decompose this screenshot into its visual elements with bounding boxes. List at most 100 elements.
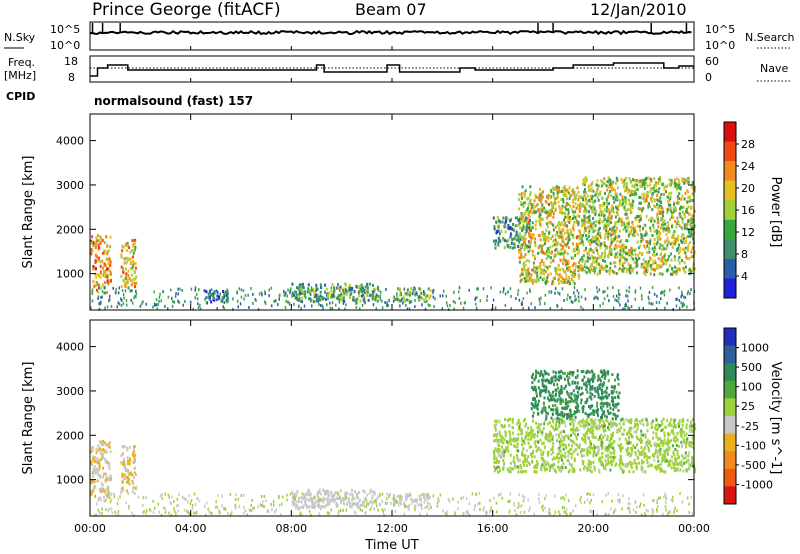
echo-cell	[423, 298, 426, 302]
echo-cell	[522, 205, 525, 208]
echo-cell	[97, 448, 100, 452]
echo-cell	[620, 443, 623, 446]
echo-cell	[604, 191, 606, 195]
echo-cell	[539, 222, 542, 226]
echo-cell	[618, 446, 621, 450]
echo-cell	[574, 210, 577, 214]
echo-cell	[302, 493, 305, 497]
echo-cell	[681, 424, 684, 427]
echo-cell	[592, 421, 595, 425]
echo-cell	[599, 210, 602, 214]
echo-cell	[522, 439, 525, 443]
echo-cell	[553, 383, 555, 387]
echo-cell	[583, 423, 586, 427]
echo-cell	[494, 246, 497, 250]
echo-cell	[651, 187, 654, 191]
echo-cell	[691, 185, 693, 189]
echo-cell	[307, 283, 310, 287]
echo-cell	[526, 197, 529, 201]
echo-cell	[674, 458, 677, 462]
echo-cell	[581, 437, 584, 441]
echo-cell	[631, 206, 634, 210]
echo-cell	[546, 215, 549, 219]
echo-cell	[619, 199, 622, 203]
echo-cell	[657, 437, 660, 441]
echo-cell	[625, 182, 628, 186]
echo-cell	[292, 293, 295, 297]
echo-cell	[341, 497, 344, 501]
echo-cell	[301, 291, 304, 295]
echo-cell	[539, 448, 542, 452]
echo-cell	[96, 461, 99, 465]
echo-cell	[545, 201, 548, 205]
echo-cell	[613, 452, 616, 456]
echo-cell	[523, 239, 526, 242]
echo-cell	[517, 292, 519, 296]
echo-cell	[408, 307, 411, 311]
echo-cell	[509, 226, 511, 230]
echo-cell	[220, 299, 223, 303]
echo-cell	[153, 302, 156, 306]
echo-cell	[345, 303, 347, 307]
echo-cell	[574, 442, 577, 446]
echo-cell	[693, 267, 696, 271]
echo-cell	[589, 220, 592, 224]
echo-cell	[475, 306, 478, 310]
echo-cell	[645, 443, 648, 447]
echo-cell	[509, 232, 512, 236]
echo-cell	[501, 445, 503, 449]
echo-cell	[610, 237, 613, 241]
echo-cell	[554, 422, 557, 426]
echo-cell	[624, 437, 627, 441]
echo-cell	[655, 428, 658, 432]
echo-cell	[614, 396, 617, 399]
echo-cell	[585, 385, 588, 389]
echo-cell	[603, 373, 606, 377]
echo-cell	[692, 425, 695, 429]
echo-cell	[337, 294, 340, 298]
echo-cell	[107, 445, 110, 449]
echo-cell	[613, 440, 616, 443]
echo-cell	[557, 460, 560, 464]
echo-cell	[153, 290, 155, 294]
echo-cell	[670, 424, 673, 428]
echo-cell	[537, 208, 540, 212]
echo-cell	[671, 245, 674, 249]
echo-cell	[666, 431, 669, 435]
echo-cell	[561, 207, 564, 211]
echo-cell	[549, 272, 552, 276]
echo-cell	[408, 301, 411, 305]
echo-cell	[573, 399, 576, 403]
echo-cell	[664, 457, 667, 461]
echo-cell	[477, 287, 479, 291]
echo-cell	[517, 223, 520, 226]
echo-cell	[592, 230, 595, 234]
echo-cell	[610, 216, 613, 220]
echo-cell	[291, 491, 294, 495]
echo-cell	[602, 435, 605, 439]
echo-cell	[121, 472, 124, 476]
echo-cell	[656, 198, 659, 202]
echo-cell	[610, 229, 613, 232]
echo-cell	[661, 469, 664, 472]
echo-cell	[632, 190, 635, 194]
echo-cell	[132, 262, 135, 266]
echo-cell	[614, 255, 617, 259]
echo-cell	[621, 432, 624, 436]
echo-cell	[549, 195, 552, 199]
echo-cell	[661, 248, 664, 252]
echo-cell	[655, 448, 657, 452]
echo-cell	[567, 211, 570, 215]
echo-cell	[334, 498, 337, 502]
echo-cell	[582, 418, 584, 422]
echo-cell	[264, 300, 266, 304]
echo-cell	[420, 291, 423, 295]
echo-cell	[424, 498, 427, 502]
echo-cell	[514, 216, 517, 220]
echo-cell	[557, 264, 560, 268]
echo-cell	[679, 468, 682, 472]
echo-cell	[588, 229, 591, 233]
echo-cell	[624, 212, 627, 216]
echo-cell	[585, 271, 588, 275]
echo-cell	[621, 180, 624, 184]
